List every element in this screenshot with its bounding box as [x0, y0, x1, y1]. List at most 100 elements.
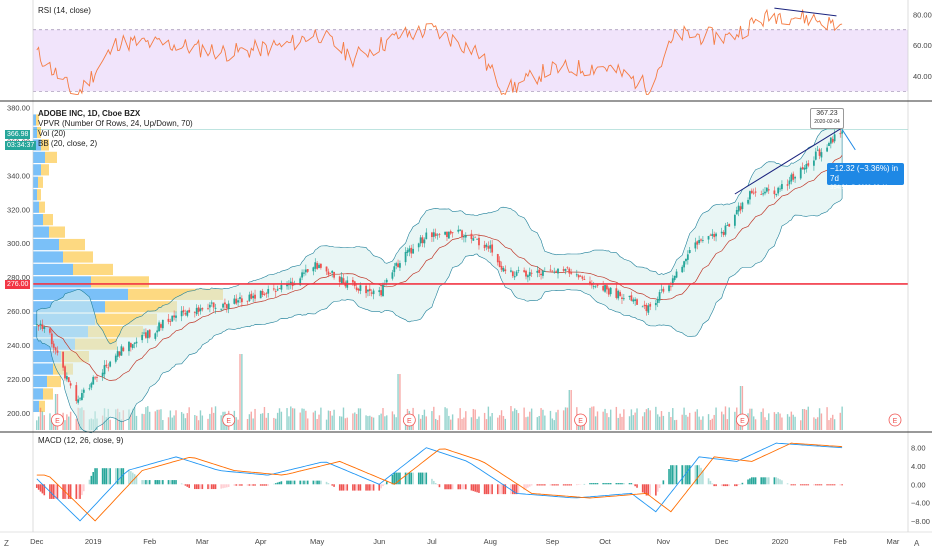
candle-body: [201, 307, 204, 310]
candle-body: [658, 292, 661, 301]
macd-histogram-bar: [167, 480, 170, 485]
volume-bar: [813, 417, 815, 430]
macd-histogram-bar: [594, 483, 597, 485]
candle-body: [566, 267, 569, 269]
volume-bar: [265, 417, 268, 430]
candle-body: [700, 239, 702, 241]
macd-histogram-bar: [69, 484, 72, 499]
candle-body: [288, 284, 290, 286]
macd-histogram-bar: [536, 484, 539, 486]
rsi-legend[interactable]: RSI (14, close): [38, 6, 91, 15]
macd-histogram-bar: [779, 479, 781, 485]
volume-bar: [504, 418, 507, 430]
volume-legend[interactable]: Vol (20): [38, 129, 66, 138]
volume-bar: [675, 419, 678, 430]
candle-body: [56, 350, 59, 353]
candle-body: [451, 232, 454, 234]
macd-pane[interactable]: [35, 442, 843, 522]
macd-legend[interactable]: MACD (12, 26, close, 9): [38, 436, 124, 445]
candle-body: [195, 307, 198, 315]
candle-body: [35, 324, 38, 326]
macd-histogram-bar: [331, 484, 333, 486]
volume-bar: [352, 413, 354, 430]
bollinger-legend[interactable]: BB (20, close, 2): [38, 139, 98, 148]
volume-bar: [589, 407, 591, 430]
candle-body: [694, 242, 697, 249]
macd-histogram-bar: [655, 484, 657, 496]
candle-body: [803, 167, 806, 170]
candle-body: [476, 238, 478, 240]
macd-histogram-bar: [459, 484, 461, 490]
macd-histogram-bar: [833, 484, 836, 486]
macd-histogram-bar: [457, 484, 460, 490]
volume-bar: [472, 408, 475, 430]
candle-body: [306, 269, 309, 272]
candle-body: [329, 273, 332, 275]
macd-histogram-bar: [395, 472, 397, 485]
macd-histogram-bar: [261, 484, 264, 486]
volume-bar: [241, 354, 243, 430]
candle-body: [431, 232, 433, 238]
volume-bar: [305, 410, 307, 430]
bollinger-basis: [36, 155, 843, 381]
candle-body: [129, 343, 132, 348]
candle-body: [594, 286, 597, 288]
volume-bar: [726, 419, 729, 430]
candle-body: [589, 281, 591, 284]
candle-body: [107, 367, 110, 369]
candle-body: [197, 307, 200, 312]
candle-body: [395, 263, 398, 266]
candle-body: [818, 149, 821, 156]
macd-histogram-bar: [237, 484, 239, 486]
macd-histogram-bar: [291, 480, 294, 485]
candle-body: [286, 284, 288, 287]
volume-bar: [169, 410, 172, 430]
candle-body: [698, 239, 701, 244]
macd-histogram-bar: [841, 484, 843, 486]
volume-bar: [280, 411, 283, 430]
volume-bar: [158, 409, 160, 430]
auto-scale-button[interactable]: A: [914, 539, 920, 548]
volume-bar: [463, 417, 465, 430]
candle-body: [208, 304, 211, 308]
candle-body: [145, 332, 147, 338]
macd-histogram-bar: [184, 484, 187, 486]
volume-bar: [621, 416, 623, 430]
volume-bar: [259, 413, 262, 430]
volume-bar: [525, 417, 527, 430]
volume-bar: [564, 407, 567, 430]
candle-body: [131, 344, 134, 348]
candle-body: [148, 329, 151, 338]
vpvr-up-bar: [33, 151, 45, 163]
volume-bar: [239, 354, 241, 430]
volume-bar: [371, 416, 373, 430]
macd-histogram-bar: [197, 484, 200, 490]
macd-histogram-bar: [525, 484, 527, 489]
macd-histogram-bar: [713, 484, 715, 487]
rsi-band: [33, 29, 908, 92]
candle-body: [515, 271, 518, 276]
macd-histogram-bar: [608, 483, 610, 485]
volume-bar: [359, 408, 362, 430]
candle-body: [52, 343, 55, 348]
macd-histogram-bar: [224, 484, 226, 488]
volume-bar: [517, 413, 520, 430]
candle-body: [274, 291, 277, 293]
macd-histogram-bar: [623, 483, 625, 485]
vpvr-legend[interactable]: VPVR (Number Of Rows, 24, Up/Down, 70): [38, 119, 193, 128]
rsi-axis-label: 60.00: [913, 41, 932, 50]
volume-bar: [250, 411, 252, 430]
macd-histogram-bar: [542, 484, 544, 486]
symbol-title[interactable]: ADOBE INC, 1D, Cboe BZX: [38, 109, 141, 118]
rsi-pane[interactable]: [33, 7, 908, 96]
macd-histogram-bar: [799, 484, 802, 486]
candle-body: [54, 347, 57, 351]
price-axis-label: 220.00: [7, 375, 30, 384]
time-axis-label: Jun: [373, 537, 385, 546]
volume-bar: [828, 420, 830, 430]
candle-body: [133, 342, 136, 344]
candle-body: [459, 229, 462, 231]
zoom-button[interactable]: Z: [4, 539, 9, 548]
